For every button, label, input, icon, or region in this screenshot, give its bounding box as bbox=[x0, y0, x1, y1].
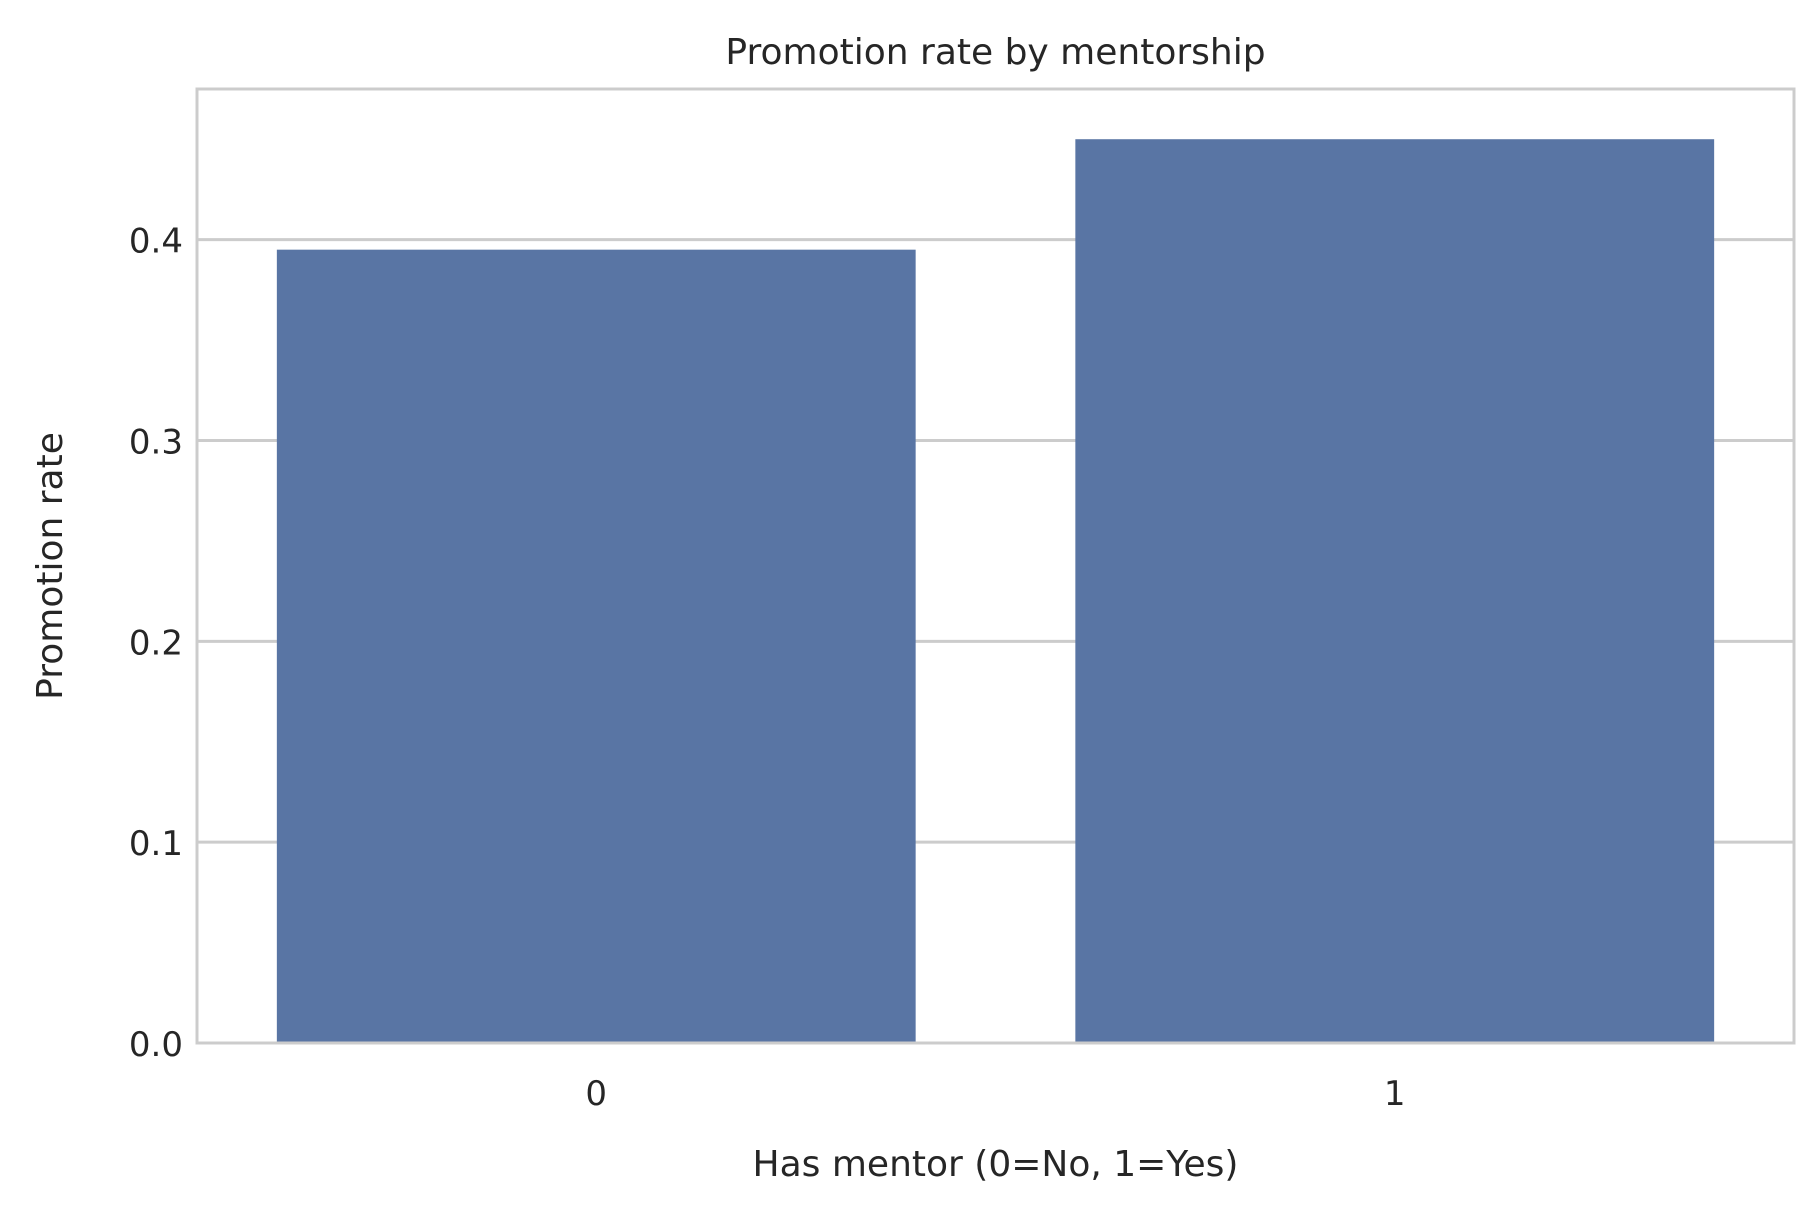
bar-0 bbox=[276, 249, 916, 1043]
plot-frame bbox=[195, 87, 1796, 1045]
bars bbox=[276, 139, 1715, 1044]
y-tick-label: 0.4 bbox=[129, 222, 183, 262]
x-tick-label: 1 bbox=[1384, 1074, 1406, 1114]
y-tick-label: 0.0 bbox=[129, 1025, 183, 1065]
y-tick-label: 0.1 bbox=[129, 824, 183, 864]
chart-title: Promotion rate by mentorship bbox=[725, 32, 1265, 73]
x-axis-label: Has mentor (0=No, 1=Yes) bbox=[753, 1144, 1239, 1185]
y-tick-label: 0.2 bbox=[129, 623, 183, 663]
y-tick-labels: 0.0 0.1 0.2 0.3 0.4 bbox=[129, 222, 183, 1065]
bar-1 bbox=[1075, 139, 1715, 1044]
y-axis-label: Promotion rate bbox=[30, 432, 71, 700]
x-tick-label: 0 bbox=[585, 1074, 607, 1114]
y-tick-label: 0.3 bbox=[129, 422, 183, 462]
